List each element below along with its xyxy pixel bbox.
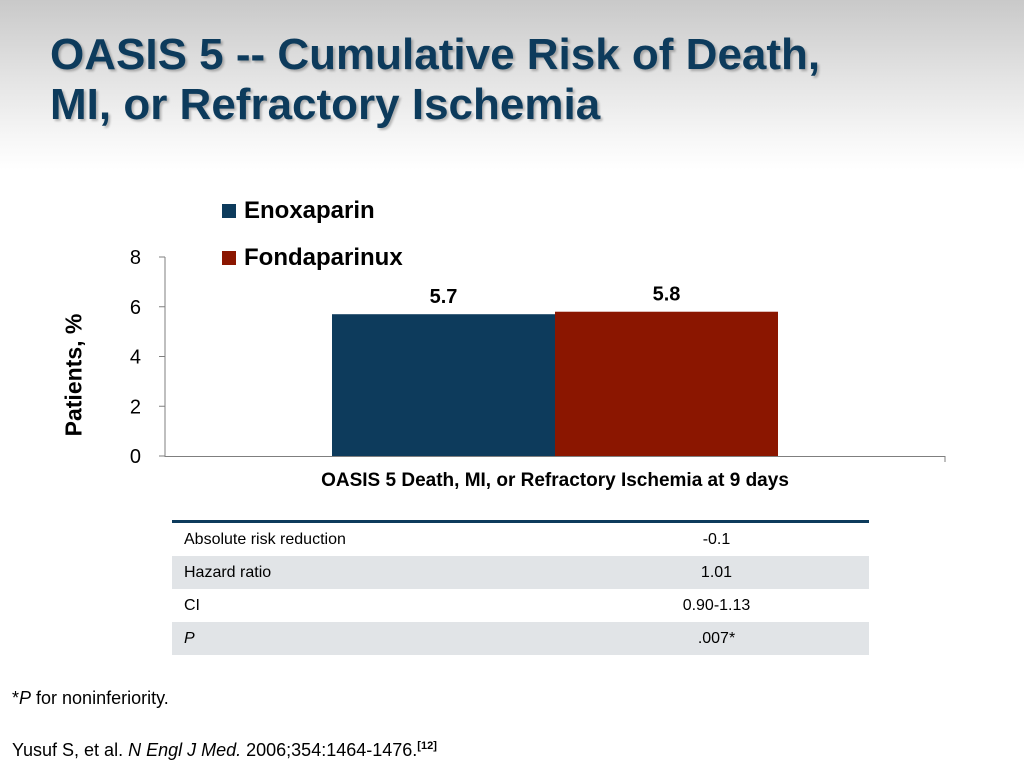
citation-authors: Yusuf S, et al. <box>12 740 129 760</box>
legend-label-enoxaparin: Enoxaparin <box>244 197 375 224</box>
data-label-enoxaparin: 5.7 <box>430 286 458 308</box>
slide-title: OASIS 5 -- Cumulative Risk of Death, MI,… <box>50 30 1010 130</box>
row-value: 0.90-1.13 <box>682 596 751 614</box>
legend-item-fondaparinux: Fondaparinux <box>222 243 403 273</box>
title-line-1: OASIS 5 -- Cumulative Risk of Death, <box>50 30 821 79</box>
footnote-text: for noninferiority. <box>31 688 169 708</box>
y-tick-label: 4 <box>130 347 141 369</box>
header-band <box>0 0 1024 170</box>
row-value: .007* <box>564 622 869 655</box>
row-label: Absolute risk reduction <box>184 530 346 548</box>
statistics-table: Absolute risk reduction -0.1 Hazard rati… <box>172 520 869 655</box>
citation-journal: N Engl J Med. <box>128 740 242 760</box>
y-tick-label: 6 <box>130 297 141 319</box>
table-row: P .007* <box>172 622 869 655</box>
title-line-2: MI, or Refractory Ischemia <box>50 80 601 129</box>
bar-enoxaparin <box>332 314 555 456</box>
y-tick-label: 2 <box>130 396 141 418</box>
p-value-label: P <box>184 629 195 647</box>
legend-swatch-enoxaparin <box>222 204 236 218</box>
table-row: Hazard ratio 1.01 <box>172 556 869 589</box>
row-value: -0.1 <box>702 530 731 548</box>
table-row: CI 0.90-1.13 <box>172 589 869 622</box>
legend-item-enoxaparin: Enoxaparin <box>222 196 403 226</box>
legend-swatch-fondaparinux <box>222 251 236 265</box>
bar-fondaparinux <box>555 311 778 456</box>
citation-ref: [12] <box>417 740 437 752</box>
footnote: *P for noninferiority. <box>12 688 169 708</box>
row-label: P <box>172 622 564 655</box>
row-label: Hazard ratio <box>172 556 564 589</box>
data-label-fondaparinux: 5.8 <box>653 284 681 306</box>
footnote-p-symbol: P <box>19 688 32 708</box>
citation: Yusuf S, et al. N Engl J Med. 2006;354:1… <box>12 740 437 761</box>
table-row: Absolute risk reduction -0.1 <box>172 522 869 557</box>
chart-legend: Enoxaparin Fondaparinux <box>222 196 403 290</box>
row-label: CI <box>184 596 200 614</box>
y-tick-label: 0 <box>130 446 141 468</box>
x-axis-label: OASIS 5 Death, MI, or Refractory Ischemi… <box>321 470 789 491</box>
row-value: 1.01 <box>564 556 869 589</box>
citation-details: 2006;354:1464-1476. <box>241 740 418 760</box>
legend-label-fondaparinux: Fondaparinux <box>244 244 403 271</box>
y-tick-label: 8 <box>130 247 141 269</box>
